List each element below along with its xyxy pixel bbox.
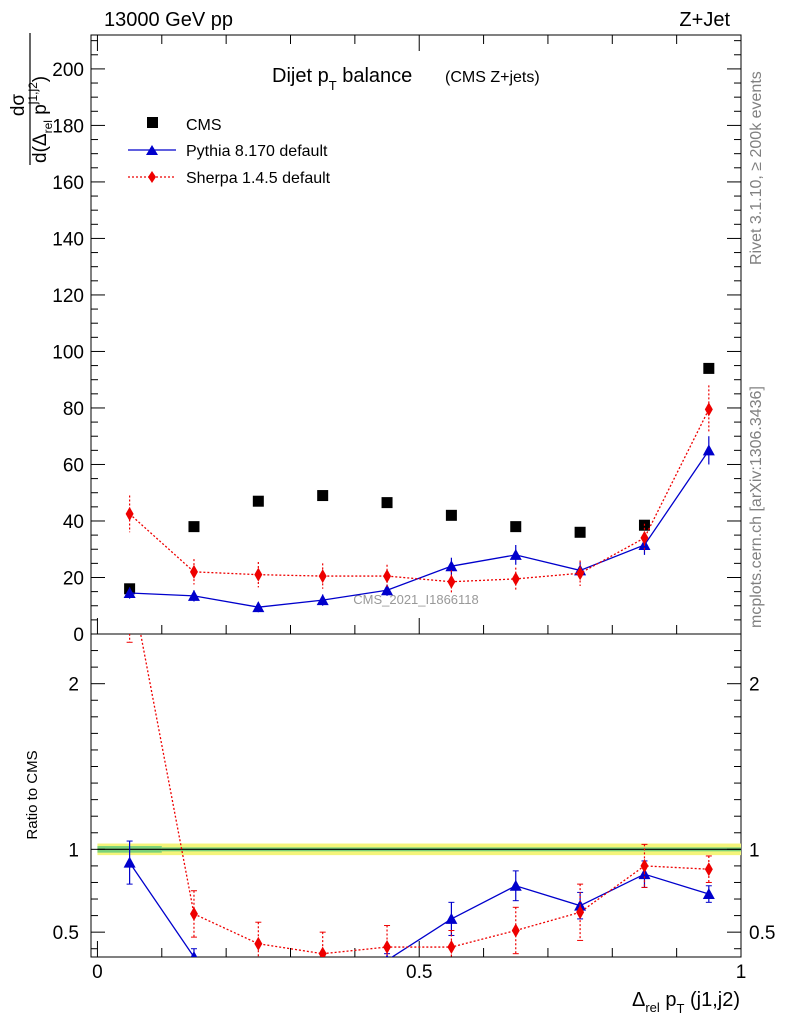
data-point — [254, 567, 263, 582]
data-point — [445, 560, 458, 572]
data-point — [447, 574, 456, 589]
ratio-tick-label: 2 — [68, 675, 79, 696]
ratio-point — [318, 946, 327, 957]
y-tick-label: 180 — [52, 116, 84, 137]
y-tick-label: 120 — [52, 286, 84, 307]
legend-pythia-marker — [146, 145, 158, 155]
y-tick-label: 60 — [63, 455, 84, 476]
data-point — [252, 495, 264, 507]
ratio-point — [123, 856, 136, 868]
data-point — [252, 601, 265, 613]
y-tick-label: 100 — [52, 342, 84, 363]
ratio-series-pythia — [123, 840, 715, 987]
rivet-label: Rivet 3.1.10, ≥ 200k events — [748, 71, 765, 265]
ratio-series-sherpa — [126, 569, 713, 957]
ratio-series — [123, 569, 715, 987]
ratio-y-axis: 0.5 0.5 1 1 2 2 — [53, 650, 775, 950]
data-point — [574, 526, 586, 538]
x-axis: 0 0.5 1 — [92, 35, 746, 983]
ratio-point — [640, 858, 649, 873]
ratio-point — [511, 923, 520, 938]
ratio-point — [190, 951, 198, 957]
data-point — [381, 584, 394, 596]
legend: CMS Pythia 8.170 default Sherpa 1.4.5 de… — [128, 117, 331, 187]
data-point — [445, 509, 457, 521]
y-tick-label: 0 — [73, 625, 84, 646]
x-tick-label: 1 — [736, 962, 747, 983]
data-point — [317, 490, 329, 502]
data-point — [703, 362, 715, 374]
data-point — [123, 587, 136, 599]
main-series — [123, 362, 715, 613]
data-point — [702, 444, 715, 456]
data-point — [189, 564, 198, 579]
data-point — [316, 594, 329, 606]
data-point — [383, 569, 392, 584]
main-y-axis: 0 20 40 60 80 100 120 140 160 180 200 — [52, 40, 741, 646]
y-label-denominator: d(Δrel pj1,j2) — [26, 76, 55, 163]
legend-sherpa-marker — [148, 171, 156, 183]
ratio-point — [254, 936, 263, 951]
data-point — [187, 589, 200, 601]
x-tick-label: 0.5 — [406, 962, 432, 983]
data-point — [576, 566, 585, 581]
ratio-tick-label: 1 — [68, 840, 79, 861]
legend-sherpa-label: Sherpa 1.4.5 default — [186, 170, 331, 187]
data-point — [381, 497, 393, 509]
ratio-tick-label: 0.5 — [53, 923, 79, 944]
ratio-point — [447, 940, 456, 955]
y-axis-label-top: dσ d(Δrel pj1,j2) — [8, 33, 55, 165]
ratio-point — [317, 969, 329, 980]
ratio-point — [383, 940, 392, 955]
legend-cms-marker — [147, 117, 158, 128]
ratio-line — [129, 862, 710, 957]
y-axis-label-ratio: Ratio to CMS — [24, 750, 41, 839]
data-point — [640, 530, 649, 545]
series-pythia — [123, 436, 715, 613]
series-cms — [124, 362, 715, 595]
data-point — [511, 571, 520, 586]
ratio-point — [189, 906, 198, 921]
legend-pythia-label: Pythia 8.170 default — [186, 143, 328, 160]
ratio-tick-label-right: 1 — [749, 840, 760, 861]
header-left: 13000 GeV pp — [104, 9, 233, 31]
analysis-watermark: CMS_2021_I1866118 — [353, 592, 479, 607]
ratio-point — [576, 905, 585, 920]
ratio-point — [385, 954, 389, 957]
chart-subtitle: (CMS Z+jets) — [445, 69, 540, 86]
ratio-point — [445, 912, 458, 924]
data-point — [509, 548, 522, 560]
y-tick-label: 20 — [63, 568, 84, 589]
data-point — [125, 506, 134, 521]
ratio-point — [509, 879, 522, 891]
ratio-point — [702, 888, 715, 900]
chart-title: Dijet pT balance — [272, 65, 412, 93]
y-tick-label: 80 — [63, 399, 84, 420]
series-line — [129, 409, 710, 583]
y-tick-label: 140 — [52, 229, 84, 250]
ratio-point — [126, 569, 134, 583]
legend-cms-label: CMS — [186, 117, 222, 134]
ratio-panel-frame — [90, 633, 742, 958]
series-line — [129, 449, 710, 608]
header-right: Z+Jet — [679, 9, 730, 31]
ratio-tick-label-right: 0.5 — [749, 923, 775, 944]
y-tick-label: 200 — [52, 60, 84, 81]
data-point — [510, 521, 522, 533]
y-tick-label: 40 — [63, 512, 84, 533]
x-axis-label: Δrel pT (j1,j2) — [632, 989, 740, 1016]
x-tick-label: 0 — [92, 962, 103, 983]
ratio-point — [704, 862, 713, 877]
data-point — [318, 569, 327, 584]
ratio-point — [252, 976, 264, 987]
y-label-numerator: dσ — [8, 94, 29, 117]
series-sherpa — [125, 385, 713, 594]
data-point — [188, 521, 200, 533]
data-point — [704, 402, 713, 417]
mcplots-label: mcplots.cern.ch [arXiv:1306.3436] — [748, 386, 765, 628]
ratio-line — [139, 634, 709, 955]
y-tick-label: 160 — [52, 173, 84, 194]
ratio-tick-label-right: 2 — [749, 675, 760, 696]
